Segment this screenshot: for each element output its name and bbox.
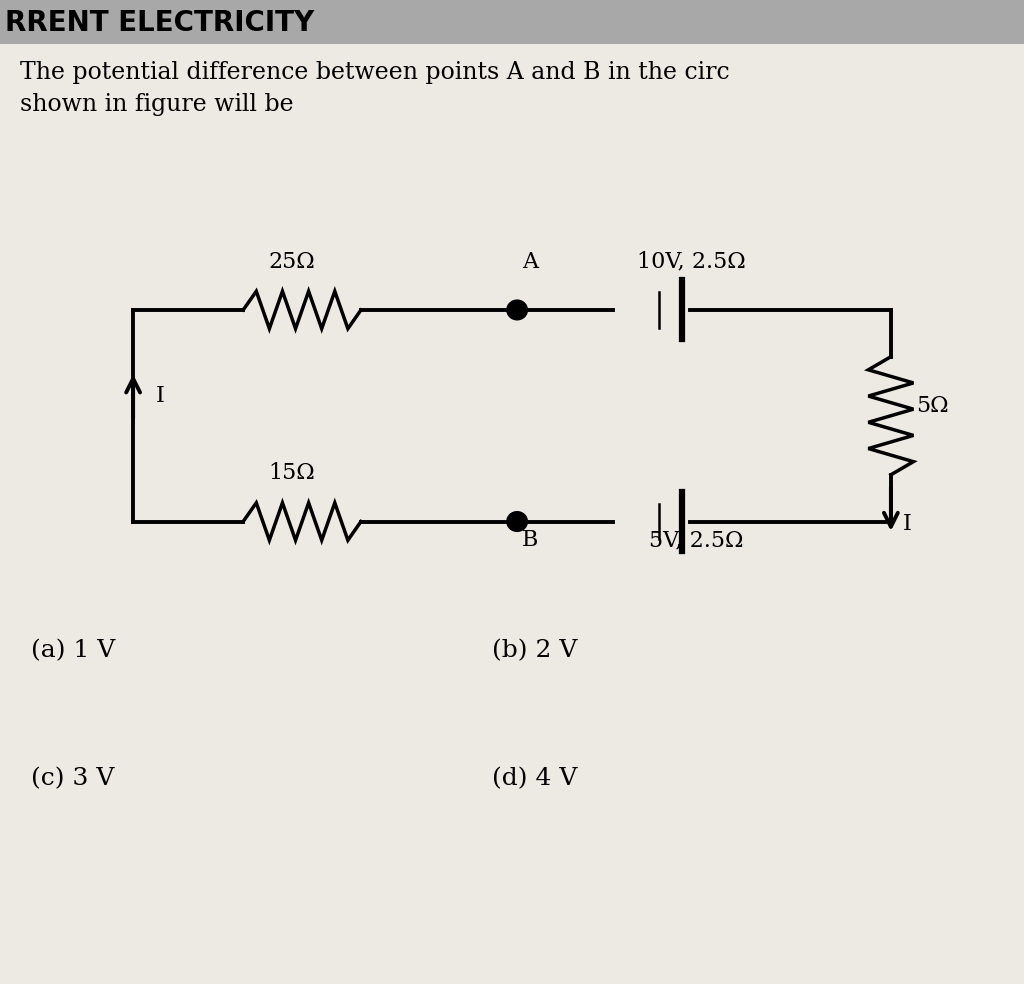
Text: (c) 3 V: (c) 3 V (31, 768, 114, 790)
Text: B: B (522, 529, 539, 551)
Text: 10V, 2.5Ω: 10V, 2.5Ω (637, 251, 745, 273)
Text: (a) 1 V: (a) 1 V (31, 640, 115, 662)
Circle shape (507, 512, 527, 531)
Text: RRENT ELECTRICITY: RRENT ELECTRICITY (5, 9, 314, 36)
Text: I: I (903, 513, 912, 535)
Text: 25Ω: 25Ω (268, 251, 315, 273)
Text: A: A (522, 251, 539, 273)
Text: (d) 4 V: (d) 4 V (492, 768, 577, 790)
Text: shown in figure will be: shown in figure will be (20, 93, 294, 116)
Text: 5Ω: 5Ω (916, 395, 949, 417)
Bar (0, 0, 1024, 44)
Text: 15Ω: 15Ω (268, 462, 315, 484)
Text: The potential difference between points A and B in the circ: The potential difference between points … (20, 61, 730, 84)
Circle shape (507, 300, 527, 320)
Text: 5V, 2.5Ω: 5V, 2.5Ω (649, 529, 743, 551)
Text: I: I (156, 385, 165, 407)
Text: (b) 2 V: (b) 2 V (492, 640, 577, 662)
